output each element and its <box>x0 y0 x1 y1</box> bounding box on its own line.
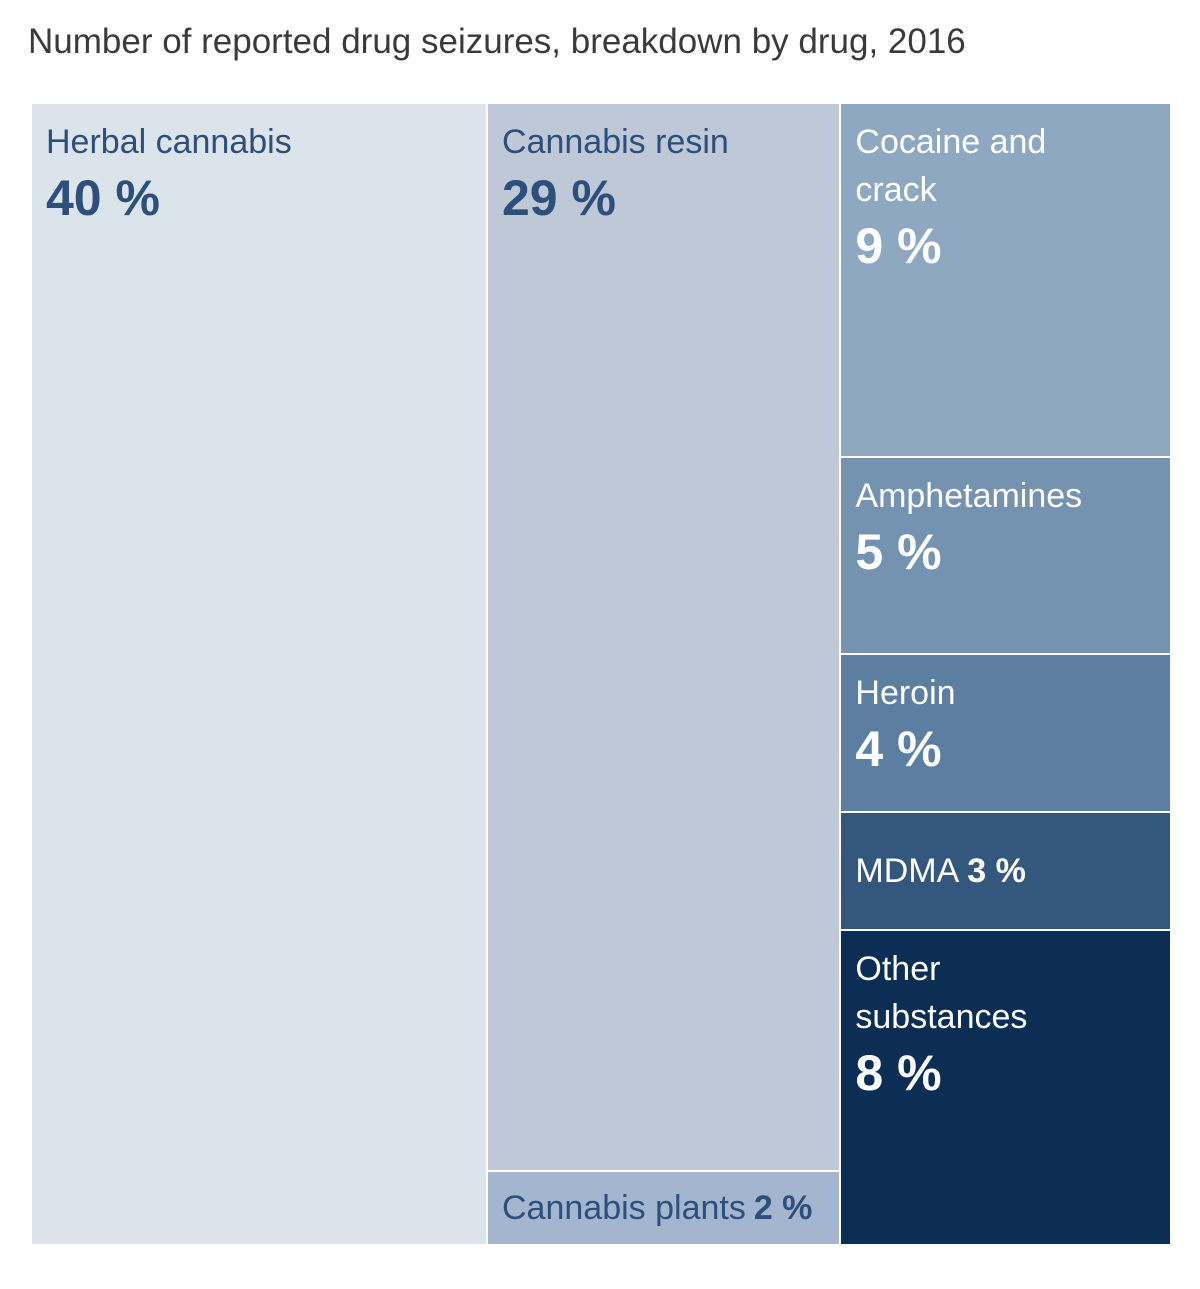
label-box: Herbal cannabis 40 % <box>46 118 472 230</box>
value-label: 3 % <box>967 851 1026 890</box>
value-label: 2 % <box>753 1189 813 1228</box>
category-label: Cannabis resin <box>502 123 729 161</box>
value-label: 29 % <box>502 170 616 226</box>
value-label: 5 % <box>855 524 942 581</box>
category-label: Cocaine and crack <box>855 123 1047 209</box>
treemap-cell: Amphetamines 5 % <box>841 458 1170 654</box>
treemap: Herbal cannabis 40 % Cannabis resin 29 % Can… <box>32 104 1172 1246</box>
label-box: Other substances 8 % <box>855 945 1156 1105</box>
label-box: Cocaine and crack 9 % <box>855 118 1156 278</box>
treemap-cell: Herbal cannabis 40 % <box>32 104 486 1244</box>
category-label: Other substances <box>855 949 1028 1036</box>
chart-title: Number of reported drug seizures, breakd… <box>28 22 966 61</box>
label-box: Heroin 4 % <box>855 669 1156 781</box>
treemap-cell: Cannabis plants 2 % <box>488 1172 840 1244</box>
category-label: Heroin <box>855 674 956 713</box>
treemap-cell: Heroin 4 % <box>841 655 1170 811</box>
category-label: Cannabis plants <box>502 1189 746 1228</box>
value-label: 8 % <box>855 1044 942 1101</box>
label-box: Cannabis plants 2 % <box>502 1176 812 1240</box>
label-box: MDMA 3 % <box>855 839 1025 903</box>
treemap-cell: Other substances 8 % <box>841 930 1170 1244</box>
value-label: 4 % <box>855 721 942 778</box>
treemap-cell: Cocaine and crack 9 % <box>841 104 1170 457</box>
label-box: Cannabis resin 29 % <box>502 118 825 230</box>
treemap-cell: MDMA 3 % <box>841 812 1170 929</box>
category-label: Herbal cannabis <box>46 123 292 161</box>
treemap-cell: Cannabis resin 29 % <box>488 104 840 1171</box>
label-box: Amphetamines 5 % <box>855 472 1156 584</box>
value-label: 40 % <box>46 170 160 226</box>
value-label: 9 % <box>855 218 942 274</box>
category-label: MDMA <box>855 851 960 890</box>
category-label: Amphetamines <box>855 477 1083 516</box>
